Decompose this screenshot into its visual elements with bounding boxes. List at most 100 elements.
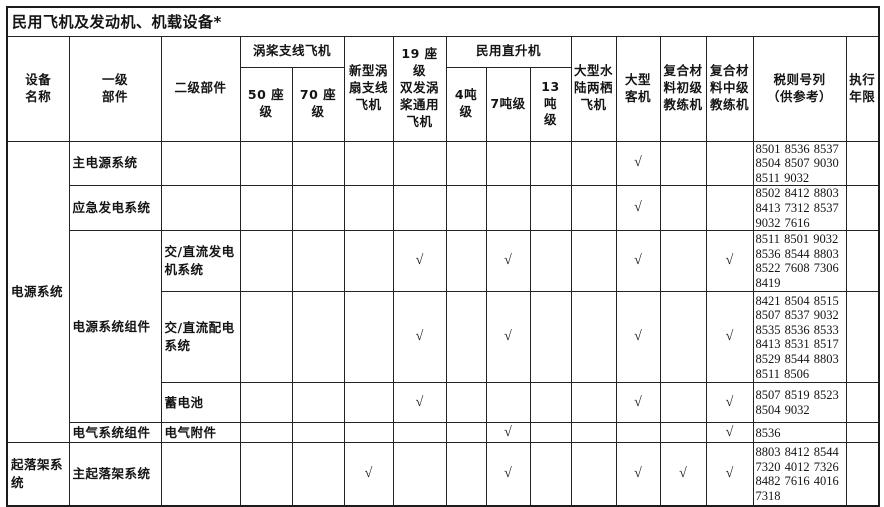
check-cell-70seat <box>291 140 345 187</box>
check-cell-70seat <box>291 422 345 444</box>
tariff-codes-cell: 8511 8501 9032 8536 8544 8803 8522 7608 … <box>752 230 847 293</box>
level1-main-power-cell: 主电源系统 <box>68 140 162 187</box>
tariff-codes-cell: 8502 8412 8803 8413 7312 8537 9032 7616 <box>752 185 847 232</box>
check-cell-19seat <box>392 422 447 444</box>
check-cell-50seat <box>239 291 293 384</box>
check-cell-composite-intermediate: √ <box>705 291 754 384</box>
check-cell-amphibious <box>570 422 617 444</box>
tariff-codes-cell: 8507 8519 8523 8504 9032 <box>752 382 847 424</box>
header-19seat-twin-turboprop: 19 座级 双发涡 桨通用 飞机 <box>392 35 447 142</box>
check-cell-amphibious <box>570 291 617 384</box>
header-tariff-codes: 税则号列 （供参考） <box>752 35 847 142</box>
check-cell-amphibious <box>570 442 617 507</box>
check-cell-50seat <box>239 382 293 424</box>
check-cell-7ton <box>485 185 531 232</box>
check-cell-turbofan: √ <box>343 442 394 507</box>
check-cell-70seat <box>291 442 345 507</box>
check-cell-13ton <box>529 382 572 424</box>
header-large-passenger: 大型 客机 <box>615 35 661 142</box>
check-cell-composite-primary <box>659 291 707 384</box>
check-cell-composite-intermediate <box>705 140 754 187</box>
header-13-ton: 13 吨 级 <box>529 66 572 142</box>
level2-empty-cell <box>160 442 241 507</box>
check-cell-composite-intermediate <box>705 185 754 232</box>
check-cell-large-passenger: √ <box>615 230 661 293</box>
check-cell-turbofan <box>343 230 394 293</box>
level2-empty-cell <box>160 140 241 187</box>
check-cell-7ton <box>485 140 531 187</box>
header-device-name: 设备 名称 <box>6 35 70 142</box>
table-row: 电气系统组件 电气附件 √ √ 8536 <box>7 422 880 444</box>
check-cell-7ton <box>485 382 531 424</box>
tariff-codes-cell: 8536 <box>752 422 847 444</box>
level1-emergency-power-cell: 应急发电系统 <box>68 185 162 232</box>
level1-power-components-cell: 电源系统组件 <box>68 230 162 424</box>
header-composite-primary-trainer: 复合材 料初级 教练机 <box>659 35 707 142</box>
check-cell-70seat <box>291 382 345 424</box>
check-cell-7ton: √ <box>485 230 531 293</box>
level2-acdc-generator-cell: 交/直流发电 机系统 <box>160 230 241 293</box>
execution-years-cell <box>845 185 880 232</box>
table-row: 电源系统 主电源系统 √ 8501 8536 8537 8504 8507 90… <box>6 140 880 444</box>
check-cell-amphibious <box>570 185 617 232</box>
device-landing-gear-cell: 起落架系 统 <box>6 442 70 507</box>
check-cell-19seat <box>392 140 447 187</box>
check-cell-19seat: √ <box>392 230 447 293</box>
check-cell-70seat <box>291 230 345 293</box>
check-cell-50seat <box>239 185 293 232</box>
check-cell-13ton <box>529 230 572 293</box>
check-cell-large-passenger: √ <box>615 140 661 187</box>
level2-empty-cell <box>160 185 241 232</box>
header-7-ton: 7吨级 <box>485 66 531 142</box>
tariff-codes-cell: 8501 8536 8537 8504 8507 9030 8511 9032 <box>752 140 847 187</box>
check-cell-13ton <box>529 422 572 444</box>
header-turbofan-regional: 新型涡 扇支线 飞机 <box>343 35 394 142</box>
check-cell-large-passenger <box>615 422 661 444</box>
check-cell-composite-primary <box>659 382 707 424</box>
execution-years-cell <box>845 442 880 507</box>
check-cell-70seat <box>291 185 345 232</box>
check-cell-13ton <box>529 185 572 232</box>
execution-years-cell <box>845 422 880 444</box>
check-cell-composite-primary: √ <box>659 442 707 507</box>
check-cell-13ton <box>529 442 572 507</box>
table-title: 民用飞机及发动机、机载设备* <box>6 6 880 37</box>
check-cell-large-passenger: √ <box>615 291 661 384</box>
table-row: 应急发电系统 √ 8502 8412 8803 8413 7312 8537 9… <box>7 185 880 232</box>
check-cell-50seat <box>239 230 293 293</box>
header-turboprop-regional-group: 涡桨支线飞机 <box>239 35 345 68</box>
level1-main-landing-gear-cell: 主起落架系统 <box>68 442 162 507</box>
tariff-codes-cell: 8803 8412 8544 7320 4012 7326 8482 7616 … <box>752 442 847 507</box>
check-cell-70seat <box>291 291 345 384</box>
table-row: 蓄电池 √ √ √ 8507 8519 8523 8504 9032 <box>7 382 880 424</box>
check-cell-large-passenger: √ <box>615 382 661 424</box>
check-cell-19seat <box>392 442 447 507</box>
check-cell-composite-primary <box>659 422 707 444</box>
table-row: 起落架系 统 主起落架系统 √ √ √ √ √ 8803 8412 8544 7… <box>6 442 880 507</box>
check-cell-50seat <box>239 140 293 187</box>
check-cell-19seat <box>392 185 447 232</box>
header-amphibious: 大型水 陆两栖 飞机 <box>570 35 617 142</box>
check-cell-turbofan <box>343 140 394 187</box>
check-cell-7ton: √ <box>485 422 531 444</box>
check-cell-4ton <box>445 291 487 384</box>
check-cell-50seat <box>239 442 293 507</box>
check-cell-amphibious <box>570 382 617 424</box>
execution-years-cell <box>845 230 880 293</box>
level1-electrical-components-cell: 电气系统组件 <box>68 422 162 444</box>
header-4-ton: 4吨级 <box>445 66 487 142</box>
check-cell-turbofan <box>343 422 394 444</box>
check-cell-composite-intermediate: √ <box>705 230 754 293</box>
check-cell-13ton <box>529 140 572 187</box>
check-cell-13ton <box>529 291 572 384</box>
tariff-codes-cell: 8421 8504 8515 8507 8537 9032 8535 8536 … <box>752 291 847 384</box>
header-70-seat: 70 座级 <box>291 66 345 142</box>
check-cell-composite-primary <box>659 140 707 187</box>
check-cell-4ton <box>445 442 487 507</box>
check-cell-50seat <box>239 422 293 444</box>
check-cell-amphibious <box>570 140 617 187</box>
table-row: 电源系统组件 交/直流发电 机系统 √ √ √ √ 8511 8501 9032… <box>7 230 880 424</box>
check-cell-4ton <box>445 382 487 424</box>
check-cell-amphibious <box>570 230 617 293</box>
header-execution-years: 执行 年限 <box>845 35 880 142</box>
